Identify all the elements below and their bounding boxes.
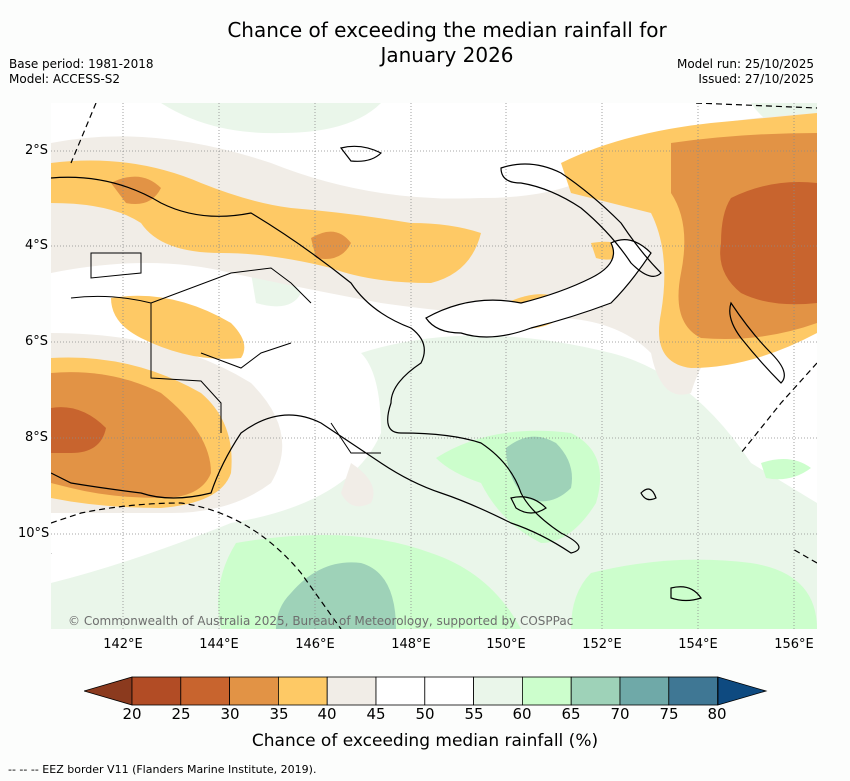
colorbar-extend-low xyxy=(84,676,133,706)
colorbar-cell-70-75 xyxy=(619,676,670,706)
colorbar-extend-high xyxy=(717,676,768,706)
graticule xyxy=(51,103,817,629)
colorbar-tick-20: 20 xyxy=(122,705,142,723)
colorbar-tick-30: 30 xyxy=(220,705,240,723)
colorbar-cell-75-80 xyxy=(668,676,718,706)
meta-left: Base period: 1981-2018 Model: ACCESS-S2 xyxy=(9,57,154,87)
colorbar-tick-40: 40 xyxy=(317,705,337,723)
colorbar-tick-35: 35 xyxy=(269,705,289,723)
title-line-1: Chance of exceeding the median rainfall … xyxy=(227,18,667,42)
title-line-2: January 2026 xyxy=(380,43,514,67)
colorbar-cell-20-25 xyxy=(131,676,182,706)
colorbar-tick-60: 60 xyxy=(512,705,532,723)
colorbar-tick-70: 70 xyxy=(610,705,630,723)
colorbar-cell-60-65 xyxy=(521,676,572,706)
model-name: Model: ACCESS-S2 xyxy=(9,72,121,86)
lon-label-154e: 154°E xyxy=(678,637,718,652)
colorbar-cell-55-60 xyxy=(473,676,523,706)
rainfall-map[interactable] xyxy=(51,103,817,629)
colorbar-cell-30-35 xyxy=(229,676,279,706)
colorbar-tick-80: 80 xyxy=(707,705,727,723)
base-period: Base period: 1981-2018 xyxy=(9,57,154,71)
admin-borders xyxy=(70,252,381,454)
zone-25-30 xyxy=(51,182,817,453)
colorbar-cell-45-50 xyxy=(375,676,426,706)
copyright-notice: © Commonwealth of Australia 2025, Bureau… xyxy=(68,614,574,628)
lon-label-152e: 152°E xyxy=(582,637,622,652)
lat-label-2s: 2°S xyxy=(24,143,48,158)
issued-date: Issued: 27/10/2025 xyxy=(698,72,814,86)
colorbar-tick-45: 45 xyxy=(366,705,386,723)
lat-label-8s: 8°S xyxy=(24,430,48,445)
meta-right: Model run: 25/10/2025 Issued: 27/10/2025 xyxy=(677,57,814,87)
colorbar-cell-50-55 xyxy=(424,676,474,706)
colorbar-cell-65-70 xyxy=(570,676,621,706)
colorbar-tick-65: 65 xyxy=(561,705,581,723)
lon-label-148e: 148°E xyxy=(391,637,431,652)
lat-label-10s: 10°S xyxy=(18,526,50,541)
lat-label-6s: 6°S xyxy=(24,334,48,349)
lon-label-144e: 144°E xyxy=(199,637,239,652)
colorbar-tick-25: 25 xyxy=(171,705,191,723)
eez-footnote: -- -- -- EEZ border V11 (Flanders Marine… xyxy=(8,763,317,776)
eez-border xyxy=(51,103,817,629)
colorbar-tick-55: 55 xyxy=(464,705,484,723)
colorbar-cell-35-40 xyxy=(277,676,328,706)
colorbar-tick-75: 75 xyxy=(659,705,679,723)
colorbar-cell-40-45 xyxy=(326,676,377,706)
coastlines xyxy=(51,145,785,602)
colorbar-cell-25-30 xyxy=(180,676,231,706)
lon-label-142e: 142°E xyxy=(103,637,143,652)
colorbar-tick-50: 50 xyxy=(415,705,435,723)
lon-label-146e: 146°E xyxy=(295,637,335,652)
map-svg xyxy=(51,103,817,629)
colorbar-cells xyxy=(131,676,718,706)
lon-label-150e: 150°E xyxy=(486,637,526,652)
model-run: Model run: 25/10/2025 xyxy=(676,57,814,71)
lat-label-4s: 4°S xyxy=(24,238,48,253)
colorbar xyxy=(84,676,768,706)
colorbar-label: Chance of exceeding median rainfall (%) xyxy=(251,731,599,751)
chart-title: Chance of exceeding the median rainfall … xyxy=(0,18,850,68)
lon-label-156e: 156°E xyxy=(774,637,814,652)
